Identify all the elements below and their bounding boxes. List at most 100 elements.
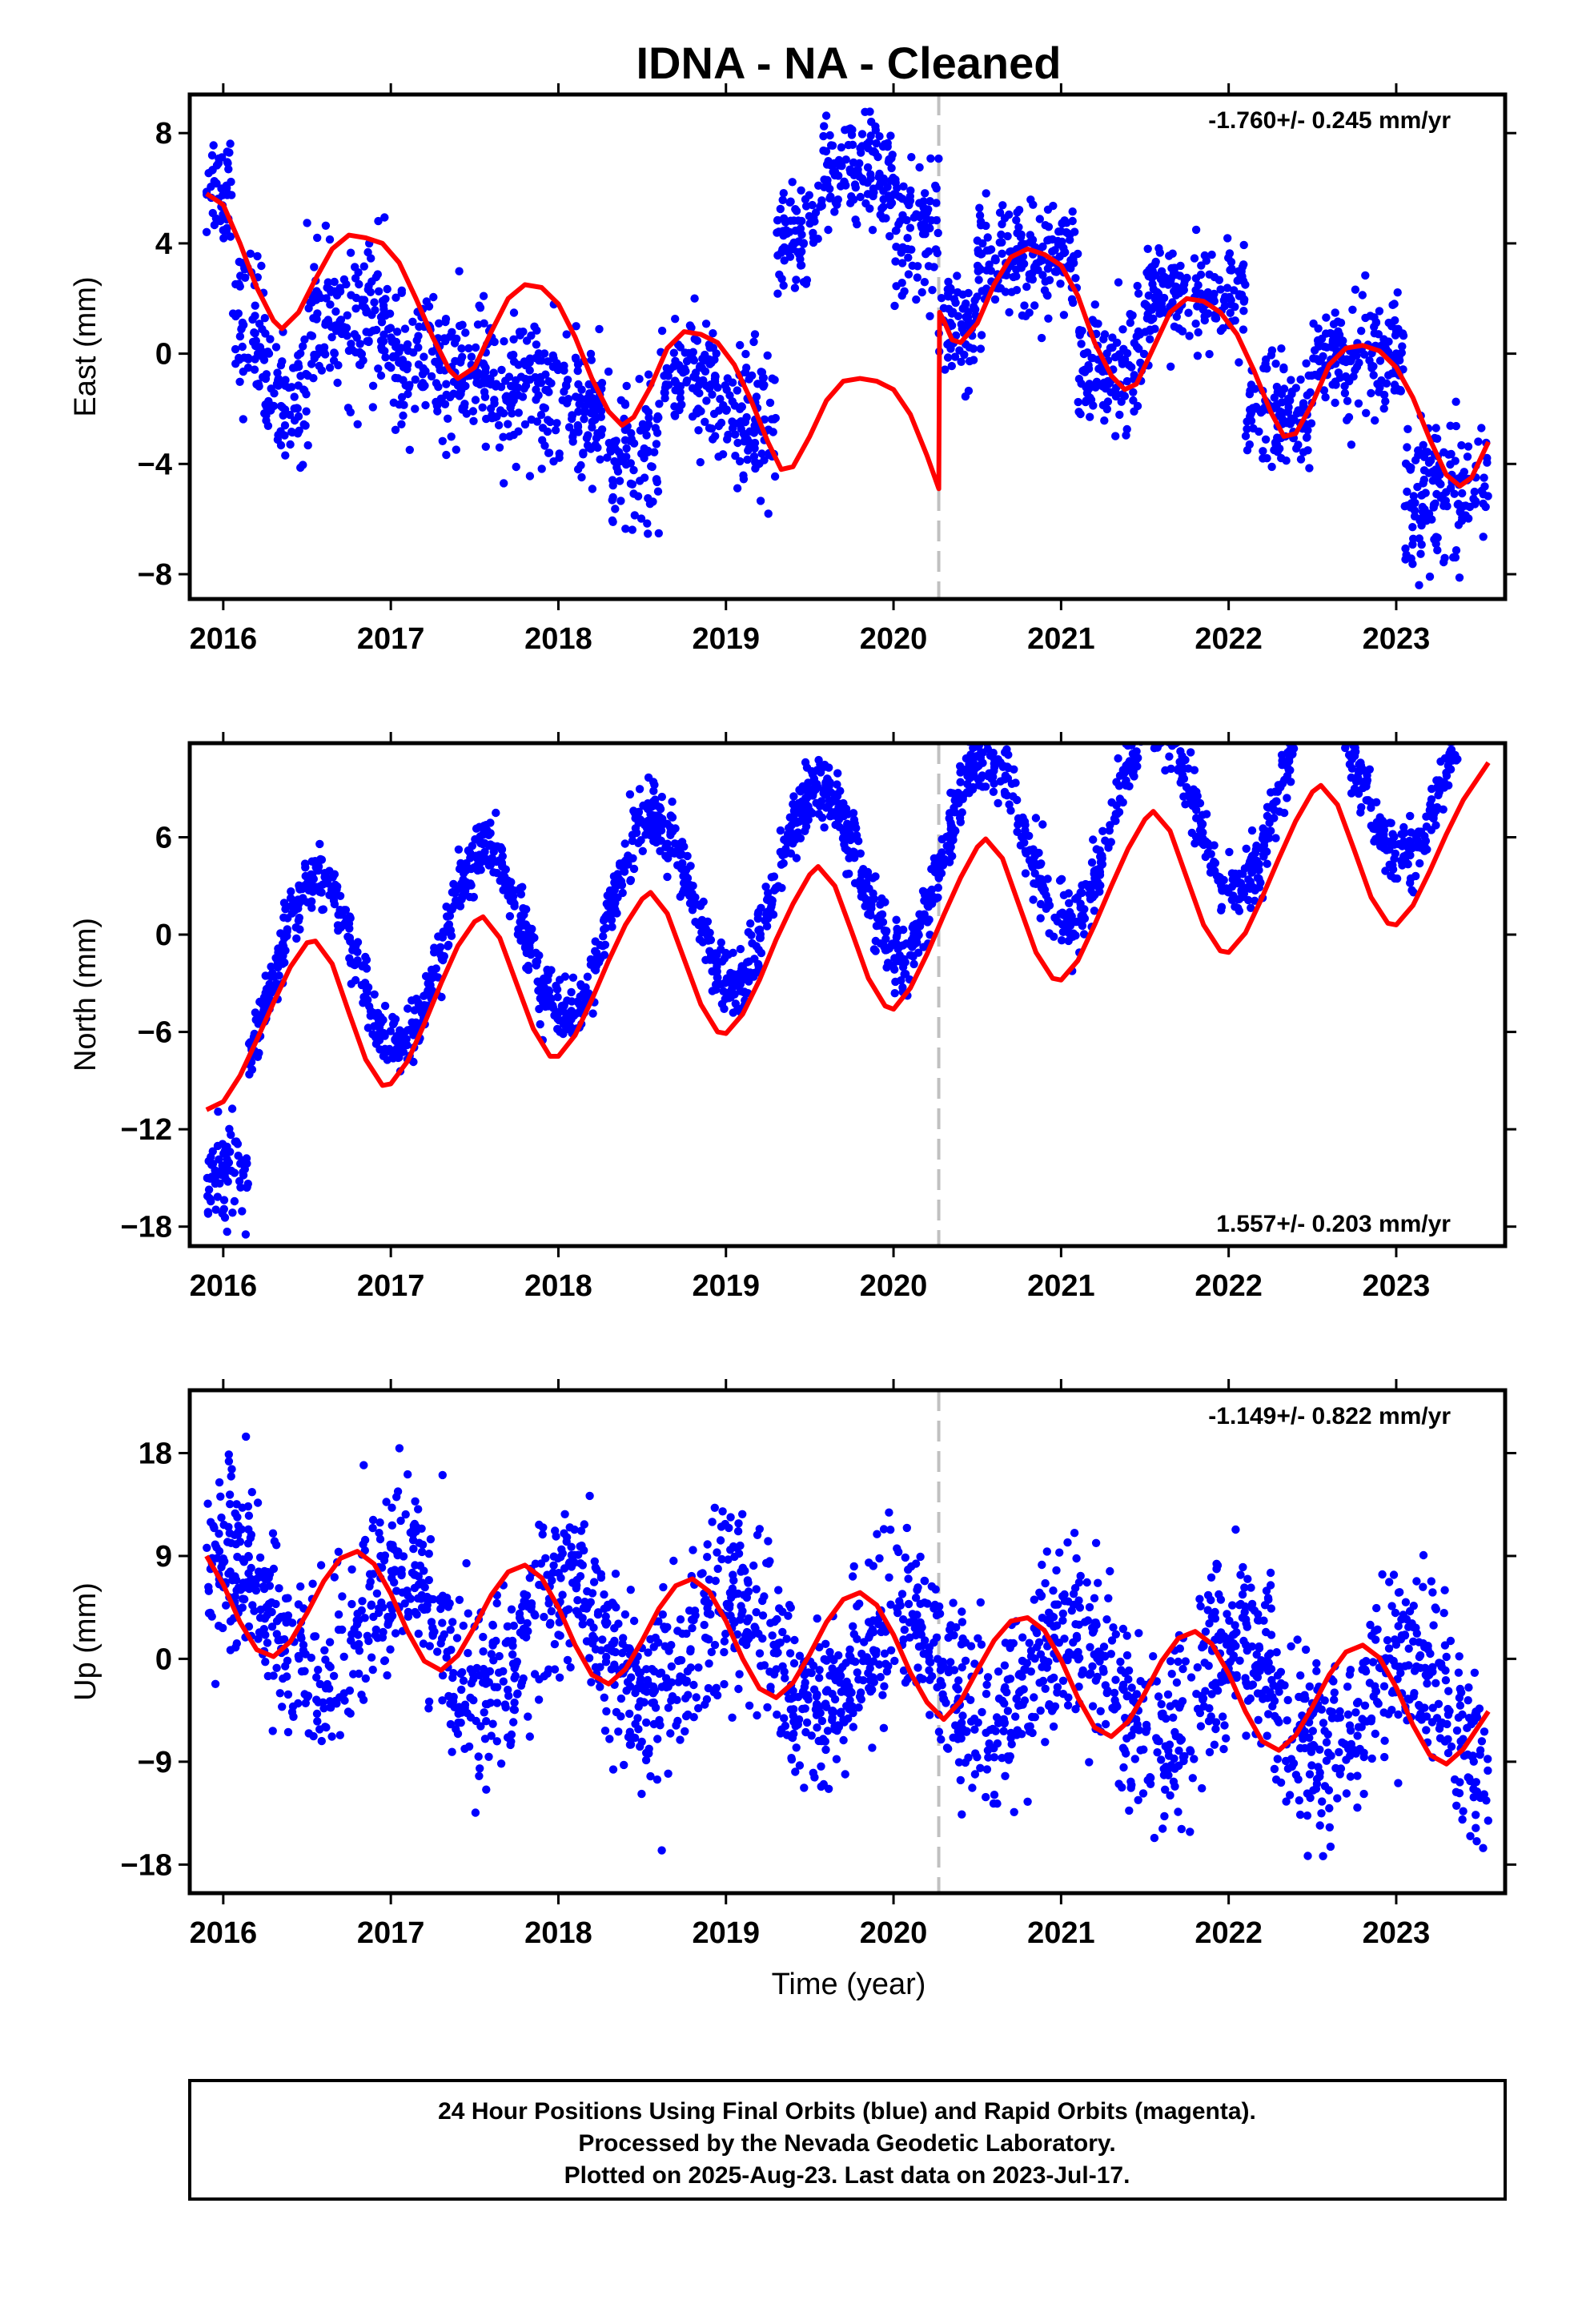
east-data-point	[1050, 246, 1059, 255]
east-data-point	[1241, 280, 1250, 289]
east-data-point	[1026, 231, 1035, 239]
north-data-point	[1323, 692, 1331, 700]
east-data-point	[1115, 410, 1124, 420]
north-data-point	[801, 817, 809, 826]
east-data-point	[1443, 501, 1452, 511]
north-data-point	[204, 1185, 214, 1194]
up-data-point	[525, 1732, 534, 1741]
east-data-point	[645, 500, 655, 509]
north-data-point	[1231, 903, 1239, 911]
east-data-point	[1012, 215, 1021, 225]
east-data-point	[1349, 372, 1358, 381]
east-data-point	[908, 261, 917, 270]
east-data-point	[760, 456, 769, 464]
north-data-point	[271, 979, 281, 988]
east-data-point	[768, 374, 777, 383]
north-data-point	[1142, 709, 1150, 717]
east-data-point	[1134, 327, 1143, 336]
east-data-point	[1296, 375, 1305, 384]
up-data-point	[1091, 1538, 1101, 1548]
east-data-point	[1054, 236, 1062, 246]
north-data-point	[1305, 697, 1313, 705]
east-data-point	[1134, 289, 1143, 298]
east-xtick-label: 2016	[190, 622, 258, 656]
north-data-point	[1300, 703, 1308, 711]
north-data-point	[1352, 773, 1362, 782]
north-data-point	[801, 758, 810, 767]
east-data-point	[334, 360, 343, 370]
east-data-point	[891, 257, 900, 266]
north-data-point	[1235, 869, 1244, 879]
north-data-point	[1142, 727, 1150, 735]
north-data-point	[228, 1208, 237, 1217]
east-data-point	[713, 383, 722, 392]
east-data-point	[611, 505, 620, 513]
north-data-point	[812, 798, 821, 807]
east-data-point	[1196, 270, 1206, 279]
east-data-point	[823, 180, 832, 189]
east-data-point	[926, 197, 934, 206]
east-data-point	[943, 353, 953, 362]
east-data-point	[1215, 275, 1224, 284]
east-data-point	[593, 443, 602, 452]
east-data-point	[532, 340, 541, 349]
east-data-point	[833, 195, 843, 204]
north-data-point	[1460, 680, 1468, 688]
east-data-point	[1375, 356, 1385, 365]
east-data-point	[912, 295, 921, 304]
north-data-point	[1453, 715, 1461, 723]
north-data-point	[704, 933, 713, 943]
north-data-point	[1134, 732, 1142, 740]
north-data-point	[443, 912, 452, 921]
east-data-point	[752, 392, 761, 401]
north-data-point	[1461, 693, 1469, 701]
east-data-point	[717, 418, 726, 428]
east-data-point	[1111, 388, 1121, 398]
east-data-point	[973, 292, 982, 301]
east-data-point	[243, 364, 253, 372]
east-data-point	[309, 314, 318, 323]
east-data-point	[907, 153, 916, 162]
north-data-point	[649, 786, 658, 795]
north-data-point	[1317, 717, 1325, 725]
east-data-point	[1126, 310, 1134, 319]
east-data-point	[1009, 272, 1018, 282]
north-data-point	[784, 823, 793, 833]
east-data-point	[315, 344, 323, 353]
north-data-point	[1263, 847, 1271, 856]
east-data-point	[1040, 286, 1050, 295]
up-data-point	[382, 1498, 391, 1506]
north-data-point	[1143, 708, 1151, 716]
north-data-point	[380, 1001, 390, 1011]
north-data-point	[989, 787, 998, 796]
east-data-point	[379, 311, 387, 320]
north-data-point	[686, 862, 695, 870]
east-data-point	[1377, 376, 1386, 385]
east-data-point	[306, 298, 315, 307]
east-data-point	[1168, 298, 1177, 307]
east-data-point	[1347, 440, 1356, 449]
east-data-point	[281, 451, 290, 460]
north-data-point	[866, 911, 875, 920]
east-data-point	[1313, 336, 1323, 345]
east-ytick-label: −8	[138, 558, 172, 592]
east-data-point	[311, 293, 321, 302]
north-data-point	[1191, 802, 1199, 811]
east-data-point	[351, 263, 359, 271]
east-data-point	[1340, 382, 1349, 391]
north-data-point	[230, 1196, 239, 1206]
east-data-point	[307, 332, 317, 340]
north-data-point	[869, 889, 877, 898]
east-data-point	[381, 295, 390, 304]
east-data-point	[630, 511, 639, 520]
east-data-point	[904, 270, 913, 279]
east-data-point	[532, 326, 541, 335]
east-data-point	[619, 453, 628, 462]
east-data-point	[767, 415, 777, 424]
east-data-point	[906, 186, 915, 195]
north-data-point	[1305, 677, 1313, 686]
north-data-point	[982, 713, 990, 721]
east-data-point	[568, 432, 577, 441]
north-data-point	[1468, 682, 1476, 690]
north-data-point	[430, 943, 439, 952]
